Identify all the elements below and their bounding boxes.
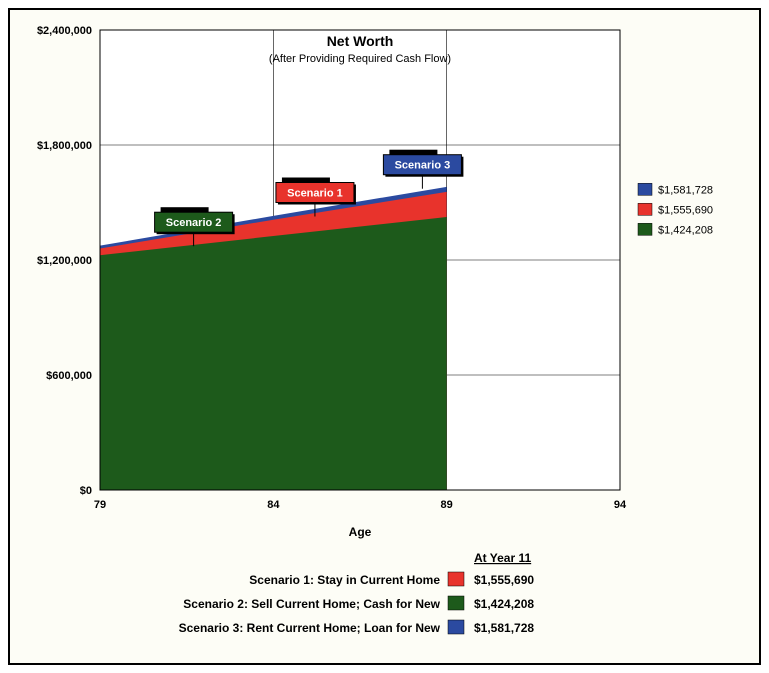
callout-label: Scenario 1 <box>287 188 343 200</box>
legend-label: $1,581,728 <box>658 184 713 196</box>
area-scenario-2 <box>100 217 447 490</box>
bottom-legend-label: Scenario 2: Sell Current Home; Cash for … <box>183 597 440 611</box>
x-tick-label: 94 <box>614 499 627 511</box>
bottom-legend-value: $1,555,690 <box>474 573 534 587</box>
y-tick-label: $2,400,000 <box>37 25 92 37</box>
bottom-legend-label: Scenario 1: Stay in Current Home <box>249 573 440 587</box>
chart-frame: $0 $600,000 $1,200,000 $1,800,000 $2,400,000… <box>0 0 769 673</box>
net-worth-chart: $0 $600,000 $1,200,000 $1,800,000 $2,400,000… <box>10 10 759 663</box>
x-tick-label: 84 <box>267 499 280 511</box>
y-tick-label: $1,200,000 <box>37 255 92 267</box>
legend-swatch <box>638 223 652 235</box>
legend-label: $1,555,690 <box>658 204 713 216</box>
callout-tab <box>389 150 437 155</box>
y-tick-label: $1,800,000 <box>37 140 92 152</box>
chart-subtitle: (After Providing Required Cash Flow) <box>269 53 451 65</box>
legend-swatch <box>638 183 652 195</box>
x-axis-label: Age <box>349 525 372 539</box>
bottom-legend-value: $1,581,728 <box>474 621 534 635</box>
callout-tab <box>282 178 330 183</box>
bottom-legend-swatch <box>448 596 464 610</box>
x-tick-label: 89 <box>441 499 453 511</box>
callout-label: Scenario 2 <box>166 217 222 229</box>
bottom-legend-swatch <box>448 620 464 634</box>
bottom-legend-swatch <box>448 572 464 586</box>
legend-swatch <box>638 203 652 215</box>
bottom-legend-label: Scenario 3: Rent Current Home; Loan for … <box>179 621 441 635</box>
legend-label: $1,424,208 <box>658 224 713 236</box>
y-tick-label: $600,000 <box>46 370 92 382</box>
bottom-legend-value: $1,424,208 <box>474 597 534 611</box>
y-tick-label: $0 <box>80 485 92 497</box>
bottom-legend-heading: At Year 11 <box>474 551 531 565</box>
chart-panel: $0 $600,000 $1,200,000 $1,800,000 $2,400,000… <box>8 8 761 665</box>
callout-label: Scenario 3 <box>395 160 451 172</box>
x-tick-label: 79 <box>94 499 106 511</box>
chart-title: Net Worth <box>327 33 394 49</box>
callout-tab <box>161 207 209 212</box>
